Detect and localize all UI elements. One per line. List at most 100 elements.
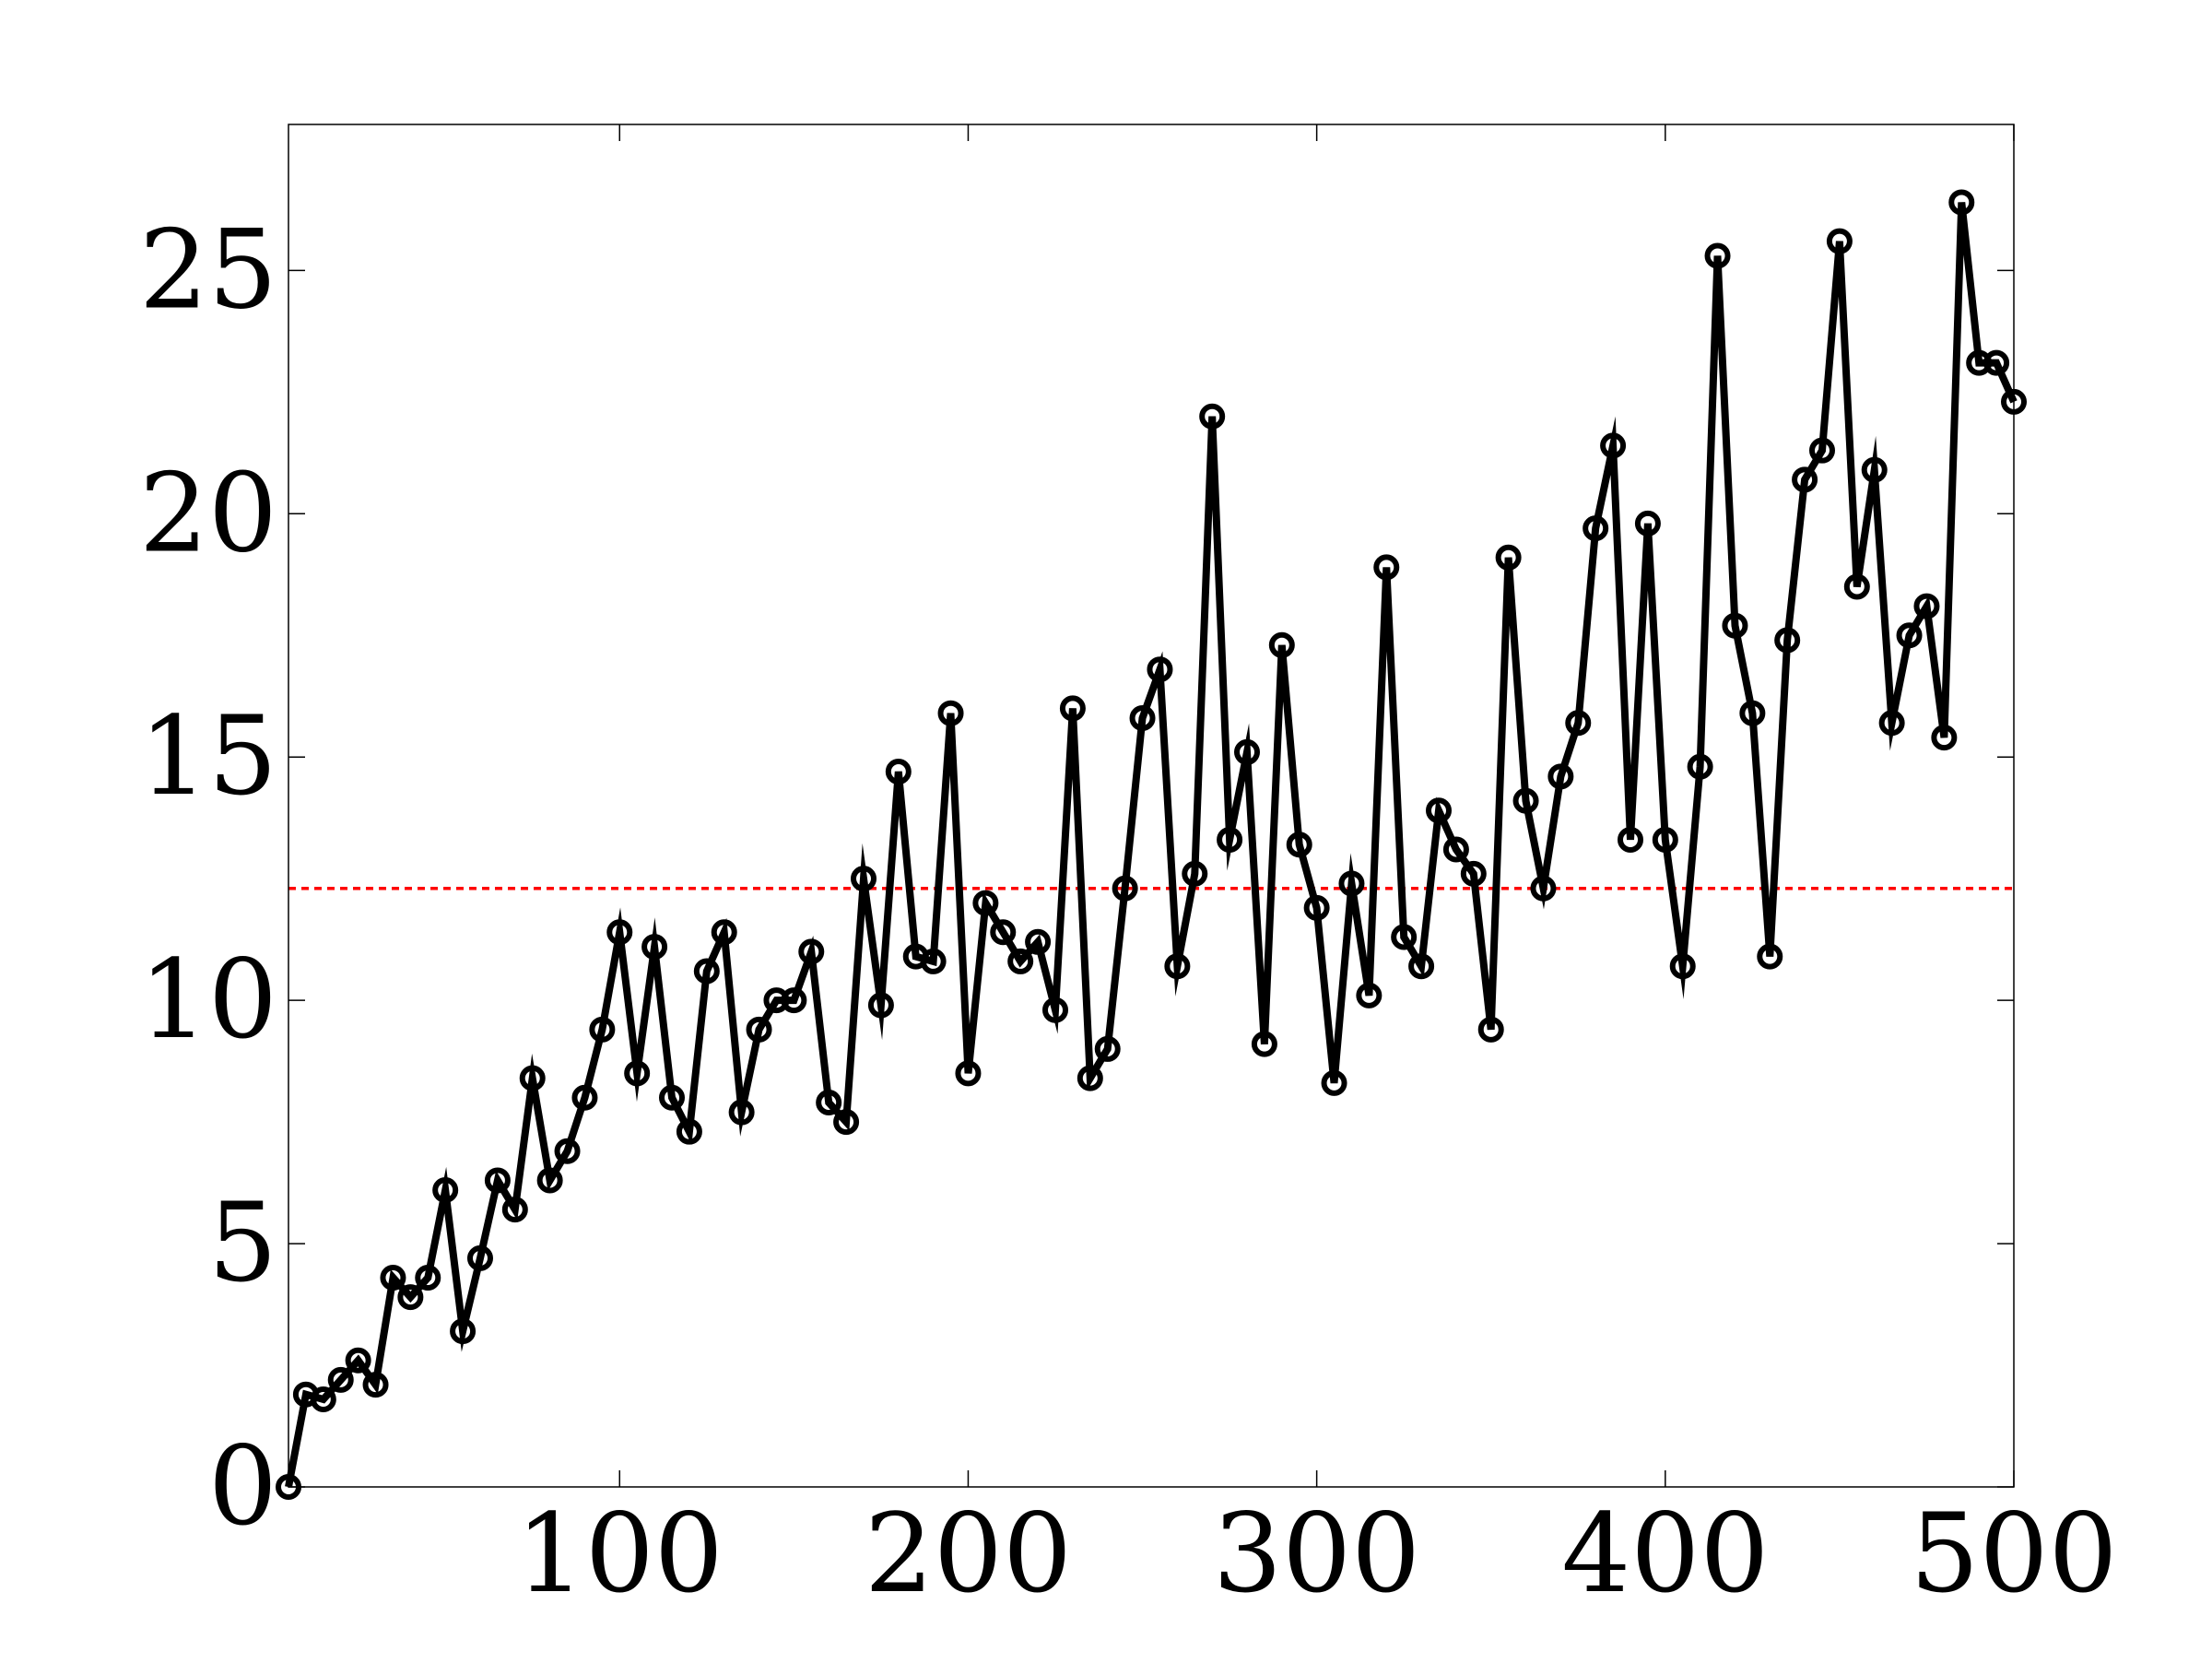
data-point xyxy=(920,948,947,974)
data-point xyxy=(1861,456,1888,483)
data-point xyxy=(1059,695,1086,722)
data-point xyxy=(1600,432,1627,459)
data-point xyxy=(1757,943,1783,970)
data-point xyxy=(571,1084,598,1111)
data-point xyxy=(310,1386,336,1412)
data-point xyxy=(1338,870,1365,897)
data-point xyxy=(763,987,790,1014)
data-point xyxy=(659,1084,685,1111)
y-tick-label: 10 xyxy=(139,936,277,1063)
data-point xyxy=(1792,466,1818,493)
x-tick-label: 200 xyxy=(865,1490,1072,1617)
data-point xyxy=(990,919,1017,946)
data-point xyxy=(397,1284,424,1311)
data-point xyxy=(937,700,964,726)
data-point xyxy=(1826,228,1853,254)
data-point xyxy=(693,958,720,985)
data-point xyxy=(1634,510,1661,537)
data-point xyxy=(501,1197,528,1223)
data-point xyxy=(1687,753,1713,780)
y-tick-label: 20 xyxy=(139,449,277,576)
data-point xyxy=(1129,704,1156,731)
data-point xyxy=(851,866,877,892)
data-point xyxy=(1112,875,1138,902)
data-point xyxy=(1477,1016,1504,1043)
data-point xyxy=(641,934,668,961)
y-tick-label: 25 xyxy=(139,206,277,333)
data-point xyxy=(1913,593,1940,619)
data-point xyxy=(1251,1031,1277,1057)
data-point xyxy=(711,919,737,946)
data-point xyxy=(1948,189,1975,216)
data-point xyxy=(955,1060,982,1087)
data-point xyxy=(1007,948,1034,974)
x-tick-label: 300 xyxy=(1213,1490,1420,1617)
plot-frame xyxy=(288,124,2015,1488)
data-point xyxy=(676,1118,702,1145)
data-point xyxy=(1512,787,1539,814)
data-point xyxy=(1652,826,1678,853)
data-point xyxy=(1878,710,1905,737)
y-tick-label: 5 xyxy=(208,1179,277,1306)
data-point xyxy=(798,938,825,965)
data-point xyxy=(885,759,912,785)
chart-axes: 100 200 300 400 500 0 5 10 15 20 25 xyxy=(139,124,2118,1617)
data-point xyxy=(345,1347,371,1374)
data-point xyxy=(362,1372,389,1398)
data-point xyxy=(1408,953,1435,980)
data-point xyxy=(1147,656,1173,683)
data-point xyxy=(1077,1065,1103,1091)
data-point xyxy=(467,1244,493,1271)
data-point xyxy=(1530,875,1557,902)
data-point xyxy=(1094,1035,1121,1062)
data-point xyxy=(1704,242,1731,269)
data-point xyxy=(1547,763,1574,790)
data-point xyxy=(1966,349,1993,376)
data-point xyxy=(554,1138,581,1164)
data-point xyxy=(606,919,633,946)
data-point xyxy=(1303,894,1330,921)
data-point xyxy=(816,1089,842,1115)
series-line xyxy=(285,202,2018,1488)
data-point xyxy=(624,1060,651,1087)
data-point xyxy=(1442,836,1469,863)
data-point xyxy=(1774,627,1801,654)
data-point xyxy=(1565,710,1592,737)
data-point xyxy=(432,1177,459,1204)
data-point xyxy=(1042,997,1068,1023)
chart-marks xyxy=(276,189,2027,1500)
data-point xyxy=(781,987,807,1014)
data-point xyxy=(1722,612,1748,639)
data-point xyxy=(833,1109,860,1136)
data-point xyxy=(1286,832,1312,858)
data-point xyxy=(1618,826,1643,853)
data-point xyxy=(1321,1069,1347,1096)
data-point xyxy=(450,1318,477,1345)
data-point xyxy=(1809,437,1835,464)
data-point xyxy=(1373,554,1400,581)
data-point xyxy=(1669,953,1696,980)
data-point xyxy=(867,992,894,1019)
y-tick-label: 0 xyxy=(208,1422,277,1550)
data-point xyxy=(380,1265,406,1291)
x-tick-label: 100 xyxy=(516,1490,724,1617)
data-point xyxy=(1164,953,1191,980)
data-point xyxy=(536,1167,563,1194)
y-tick-label: 15 xyxy=(139,692,277,820)
data-point xyxy=(415,1265,441,1291)
data-point xyxy=(1182,860,1208,887)
data-point xyxy=(1583,515,1609,542)
data-point xyxy=(1896,622,1923,649)
data-point xyxy=(1460,860,1487,887)
data-point xyxy=(589,1016,616,1043)
data-point xyxy=(1199,403,1226,430)
data-point xyxy=(1268,631,1295,658)
data-point xyxy=(327,1366,354,1393)
data-point xyxy=(1843,573,1870,600)
data-point xyxy=(1391,924,1418,950)
data-point xyxy=(1983,349,2010,376)
data-point xyxy=(519,1065,546,1091)
data-point xyxy=(1025,928,1052,955)
